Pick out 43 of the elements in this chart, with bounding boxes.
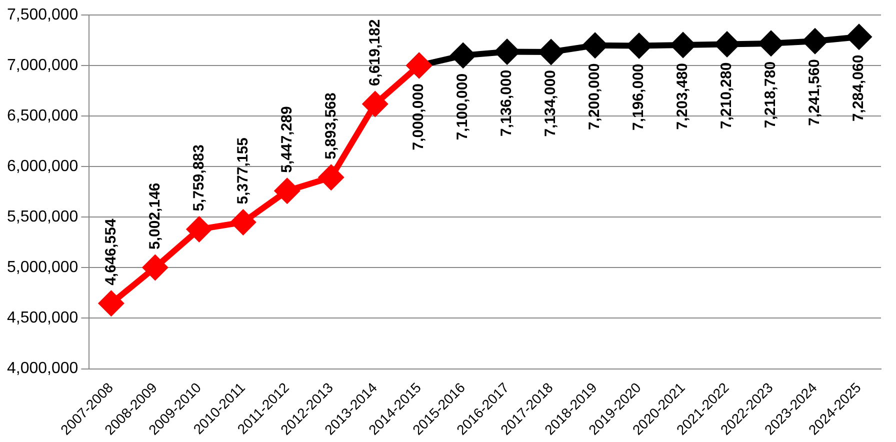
point (847, 24, 872, 49)
point (187, 217, 212, 242)
data-label: 4,646,554 (102, 218, 120, 286)
data-label: 7,000,000 (410, 84, 428, 150)
y-tick-label: 6,500,000 (6, 107, 78, 124)
data-label: 7,200,000 (586, 63, 604, 130)
data-label: 7,136,000 (498, 70, 516, 137)
y-tick-label: 4,000,000 (6, 360, 78, 378)
point (231, 210, 256, 234)
point (319, 165, 344, 190)
point (627, 34, 652, 58)
data-label: 7,203,480 (674, 62, 692, 130)
y-tick-label: 5,500,000 (6, 208, 78, 226)
annotation: 5,377,155 (234, 137, 252, 204)
point (143, 255, 168, 280)
y-tick-label: 7,500,000 (6, 6, 78, 24)
point (495, 40, 520, 64)
y-tick-label: 7,000,000 (6, 56, 78, 74)
point (803, 29, 828, 54)
data-label: 7,196,000 (630, 64, 648, 130)
point (99, 291, 124, 316)
point (539, 40, 564, 64)
data-label: 7,241,560 (806, 59, 824, 126)
y-tick-label: 4,500,000 (6, 310, 78, 327)
point (715, 32, 740, 56)
point (451, 43, 476, 68)
data-label: 7,284,060 (850, 54, 868, 122)
data-label: 5,893,568 (322, 92, 340, 160)
data-label: 5,002,146 (146, 182, 164, 250)
y-tick-label: 5,000,000 (6, 259, 78, 276)
data-label: 7,134,000 (542, 70, 560, 137)
y-tick-label: 6,000,000 (6, 158, 78, 176)
point (671, 32, 696, 57)
annotation: 5,447,289 (278, 106, 296, 173)
point (759, 31, 784, 56)
point (583, 33, 608, 58)
data-label: 7,100,000 (454, 73, 472, 140)
point (275, 178, 300, 203)
data-label: 7,218,780 (762, 61, 780, 128)
annotation: 5,759,883 (190, 144, 208, 212)
point (363, 92, 388, 116)
data-label: 7,210,280 (718, 62, 736, 130)
data-label: 6,619,182 (366, 19, 384, 86)
